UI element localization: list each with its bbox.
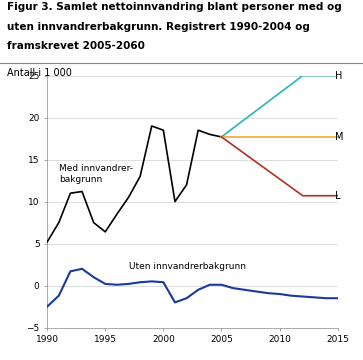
Text: L: L <box>335 191 341 201</box>
Text: Med innvandrer-
bakgrunn: Med innvandrer- bakgrunn <box>59 164 133 184</box>
Text: framskrevet 2005-2060: framskrevet 2005-2060 <box>7 41 145 51</box>
Text: uten innvandrerbakgrunn. Registrert 1990-2004 og: uten innvandrerbakgrunn. Registrert 1990… <box>7 22 310 32</box>
Text: Antall i 1 000: Antall i 1 000 <box>7 68 72 78</box>
Text: Uten innvandrerbakgrunn: Uten innvandrerbakgrunn <box>129 262 245 271</box>
Text: M: M <box>335 132 344 142</box>
Text: Figur 3. Samlet nettoinnvandring blant personer med og: Figur 3. Samlet nettoinnvandring blant p… <box>7 2 342 12</box>
Text: H: H <box>335 71 343 81</box>
